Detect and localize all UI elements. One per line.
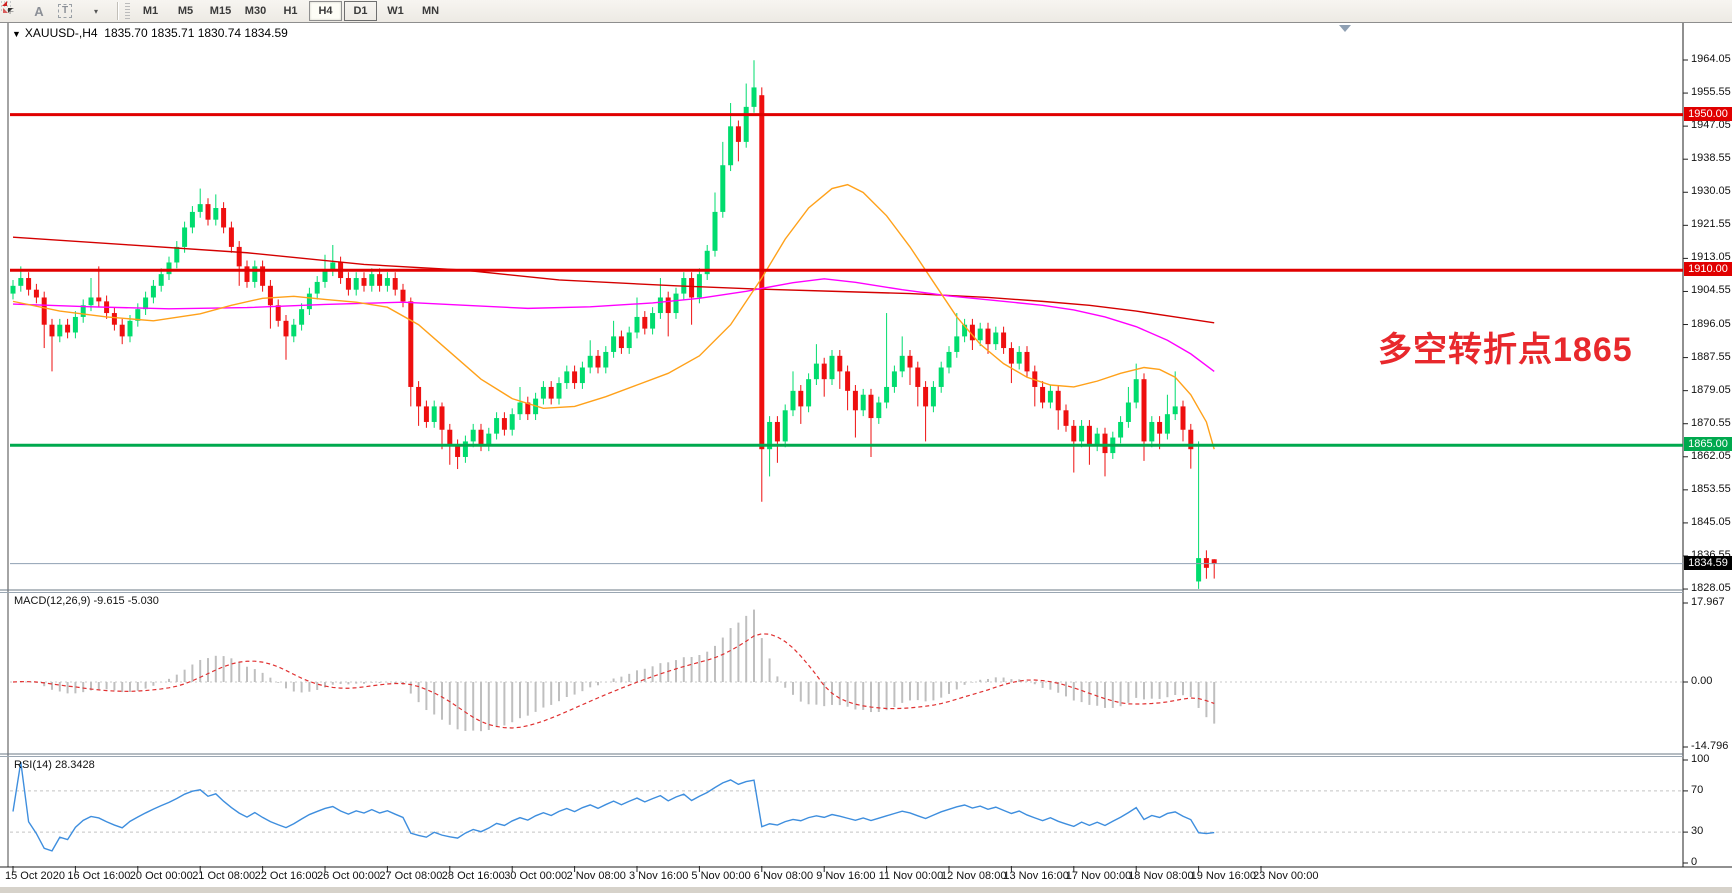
- date-tick-label: 20 Oct 00:00: [129, 870, 193, 882]
- date-tick-label: 30 Oct 00:00: [504, 870, 568, 882]
- date-tick-label: 19 Nov 16:00: [1190, 870, 1257, 882]
- price-tick-label: 1955.55: [1691, 86, 1731, 99]
- svg-text:F: F: [9, 7, 14, 14]
- text-label-icon[interactable]: T: [53, 1, 77, 21]
- date-tick-label: 23 Nov 00:00: [1253, 870, 1319, 882]
- hlines-layer: [10, 113, 1683, 565]
- tf-button-MN[interactable]: MN: [421, 5, 440, 17]
- macd-indicator-label: MACD(12,26,9) -9.615 -5.030: [14, 595, 159, 607]
- date-tick-label: 17 Nov 00:00: [1065, 870, 1132, 882]
- axis-ticks: [12, 59, 1688, 872]
- date-tick-label: 22 Oct 16:00: [254, 870, 318, 882]
- price-tick-label: 1828.05: [1691, 582, 1731, 595]
- date-tick-label: 27 Oct 08:00: [379, 870, 443, 882]
- ma-line: [12, 236, 1215, 324]
- price-tick-label: 1887.55: [1691, 350, 1731, 363]
- date-tick-label: 3 Nov 16:00: [629, 870, 689, 882]
- rsi-axis-label: 70: [1691, 783, 1704, 796]
- tf-button-H4[interactable]: H4: [309, 1, 342, 21]
- color-arrows-icon[interactable]: ▾: [2, 1, 113, 21]
- tf-button-H1[interactable]: H1: [283, 5, 298, 17]
- date-tick-label: 15 Oct 2020: [5, 870, 65, 882]
- date-tick-label: 26 Oct 00:00: [317, 870, 380, 882]
- price-flag-1950: 1950.00: [1684, 106, 1732, 121]
- macd-axis-label: 17.967: [1691, 596, 1725, 608]
- price-tick-label: 1930.05: [1691, 185, 1731, 198]
- date-tick-label: 28 Oct 16:00: [441, 870, 505, 882]
- price-tick-label: 1845.05: [1691, 515, 1731, 528]
- collapse-triangle-icon[interactable]: ▼: [12, 29, 21, 39]
- macd-layer: [10, 609, 1683, 732]
- date-tick-label: 13 Nov 16:00: [1003, 870, 1069, 882]
- date-tick-label: 11 Nov 00:00: [878, 870, 944, 882]
- price-tick-label: 1964.05: [1691, 53, 1731, 65]
- candles-layer: [10, 60, 1217, 589]
- price-tick-label: 1870.55: [1691, 416, 1731, 429]
- chart-frame: [0, 22, 1732, 893]
- date-tick-label: 16 Oct 16:00: [67, 870, 131, 882]
- ma-line: [12, 183, 1215, 450]
- macd-signal-line: [12, 633, 1215, 729]
- current-price-flag: 1834.59: [1684, 555, 1732, 570]
- tf-button-M1[interactable]: M1: [142, 5, 159, 17]
- tf-button-M15[interactable]: M15: [209, 5, 232, 17]
- price-tick-label: 1921.55: [1691, 218, 1731, 231]
- price-tick-label: 1904.55: [1691, 284, 1731, 297]
- toolbar-separator: [117, 2, 119, 20]
- rsi-axis-label: 30: [1691, 825, 1704, 838]
- rsi-axis-label: 100: [1691, 753, 1710, 765]
- price-tick-label: 1896.05: [1691, 317, 1731, 330]
- price-flag-1865: 1865.00: [1684, 437, 1732, 452]
- date-tick-label: 12 Nov 08:00: [941, 870, 1007, 882]
- chart-title: ▼ XAUUSD-,H4 1835.70 1835.71 1830.74 1834…: [12, 26, 288, 40]
- date-tick-label: 9 Nov 16:00: [816, 870, 876, 882]
- rsi-indicator-label: RSI(14) 28.3428: [14, 759, 95, 771]
- price-tick-label: 1862.05: [1691, 449, 1731, 462]
- pivot-annotation-text[interactable]: 多空转折点1865: [1378, 331, 1633, 369]
- rsi-layer: [10, 761, 1683, 852]
- color-arrows-icon-art: [2, 1, 13, 13]
- date-tick-label: 6 Nov 08:00: [753, 870, 814, 882]
- price-tick-label: 1938.55: [1691, 152, 1731, 165]
- tf-button-M30[interactable]: M30: [244, 5, 267, 17]
- price-flag-1910: 1910.00: [1684, 262, 1732, 277]
- price-tick-label: 1913.05: [1691, 251, 1731, 264]
- price-tick-label: 1947.05: [1691, 119, 1731, 132]
- tf-button-M5[interactable]: M5: [177, 5, 194, 17]
- price-tick-label: 1853.55: [1691, 482, 1731, 495]
- macd-axis-label: -14.796: [1691, 740, 1729, 752]
- date-tick-label: 5 Nov 00:00: [691, 870, 751, 882]
- tf-button-D1[interactable]: D1: [344, 1, 377, 21]
- date-tick-label: 18 Nov 08:00: [1128, 870, 1194, 882]
- rsi-line: [12, 761, 1215, 852]
- ma-line: [12, 278, 1215, 372]
- chart-shift-marker[interactable]: [1339, 25, 1351, 32]
- toolbar-drag-handle[interactable]: [125, 3, 130, 19]
- date-tick-label: 21 Oct 08:00: [192, 870, 256, 882]
- timeframe-button-group: M1 M5 M15 M30 H1 H4 D1 W1 MN: [133, 1, 448, 21]
- date-tick-label: 2 Nov 08:00: [566, 870, 626, 882]
- tf-button-W1[interactable]: W1: [387, 5, 404, 17]
- price-tick-label: 1879.05: [1691, 383, 1731, 396]
- dropdown-caret: ▾: [93, 6, 98, 16]
- macd-axis-label: 0.00: [1691, 675, 1713, 687]
- font-icon[interactable]: A: [34, 3, 44, 19]
- rsi-axis-label: 0: [1691, 856, 1698, 868]
